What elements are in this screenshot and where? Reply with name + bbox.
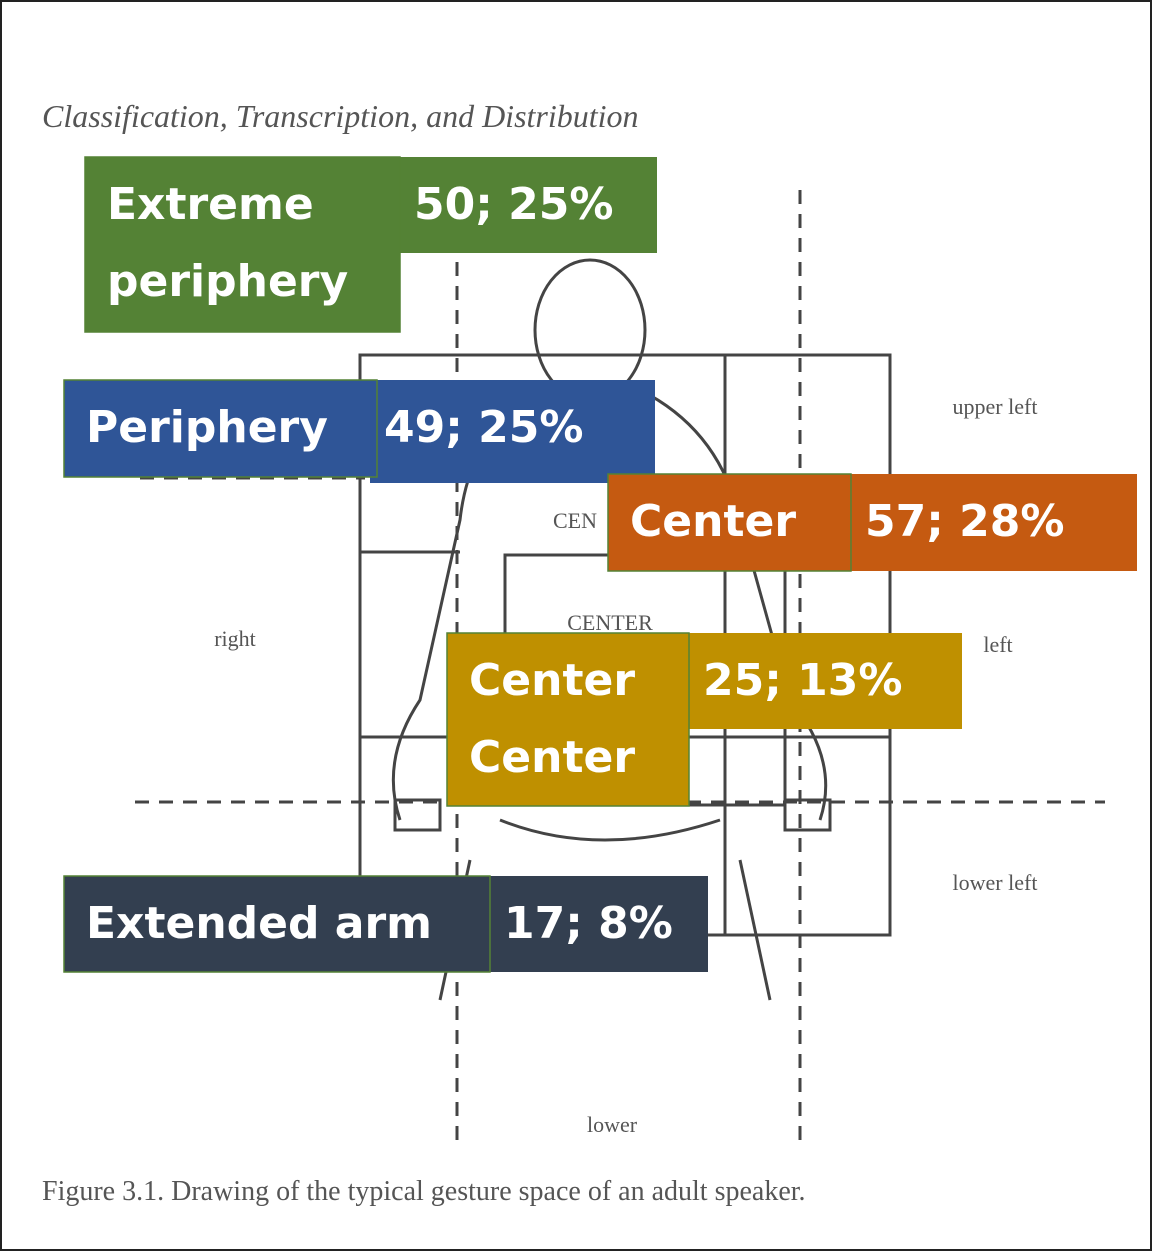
label-name: Extended arm (86, 898, 432, 949)
label-name: Periphery (86, 402, 328, 453)
label-value: 25; 13% (703, 655, 902, 706)
label-name-box (446, 632, 690, 807)
label-value-box (689, 633, 962, 729)
label-name-box (84, 156, 401, 333)
label-name: Extreme (107, 179, 314, 230)
label-value-box (851, 474, 1137, 571)
region-label: right (214, 626, 256, 651)
label-name: Center (469, 655, 635, 706)
region-label: left (983, 632, 1012, 657)
label-name: Center (630, 496, 796, 547)
label-layer: Extreme periphery 50; 25% Periphery 49; 25% C… (63, 156, 1137, 973)
region-label: upper left (953, 394, 1038, 419)
header-title: Classification, Transcription, and Distr… (42, 98, 639, 134)
label-name-box (607, 473, 852, 572)
label-value: 57; 28% (865, 496, 1064, 547)
hand (783, 798, 832, 832)
label-name-box (63, 875, 491, 973)
label-name: Center (469, 732, 635, 783)
label-name-box (63, 379, 378, 478)
region-label: lower (587, 1112, 638, 1137)
region-label: lower left (953, 870, 1038, 895)
hand (393, 798, 442, 832)
label-value-box (370, 380, 655, 483)
label-value: 50; 25% (414, 179, 613, 230)
region-label: CEN (553, 508, 597, 533)
label-value-box (400, 157, 657, 253)
label-value-box (490, 876, 708, 972)
caption: Figure 3.1. Drawing of the typical gestu… (42, 1176, 806, 1207)
label-value: 49; 25% (384, 402, 583, 453)
label-name: periphery (107, 256, 348, 307)
region-label: CENTER (567, 610, 653, 635)
label-value: 17; 8% (504, 898, 673, 949)
